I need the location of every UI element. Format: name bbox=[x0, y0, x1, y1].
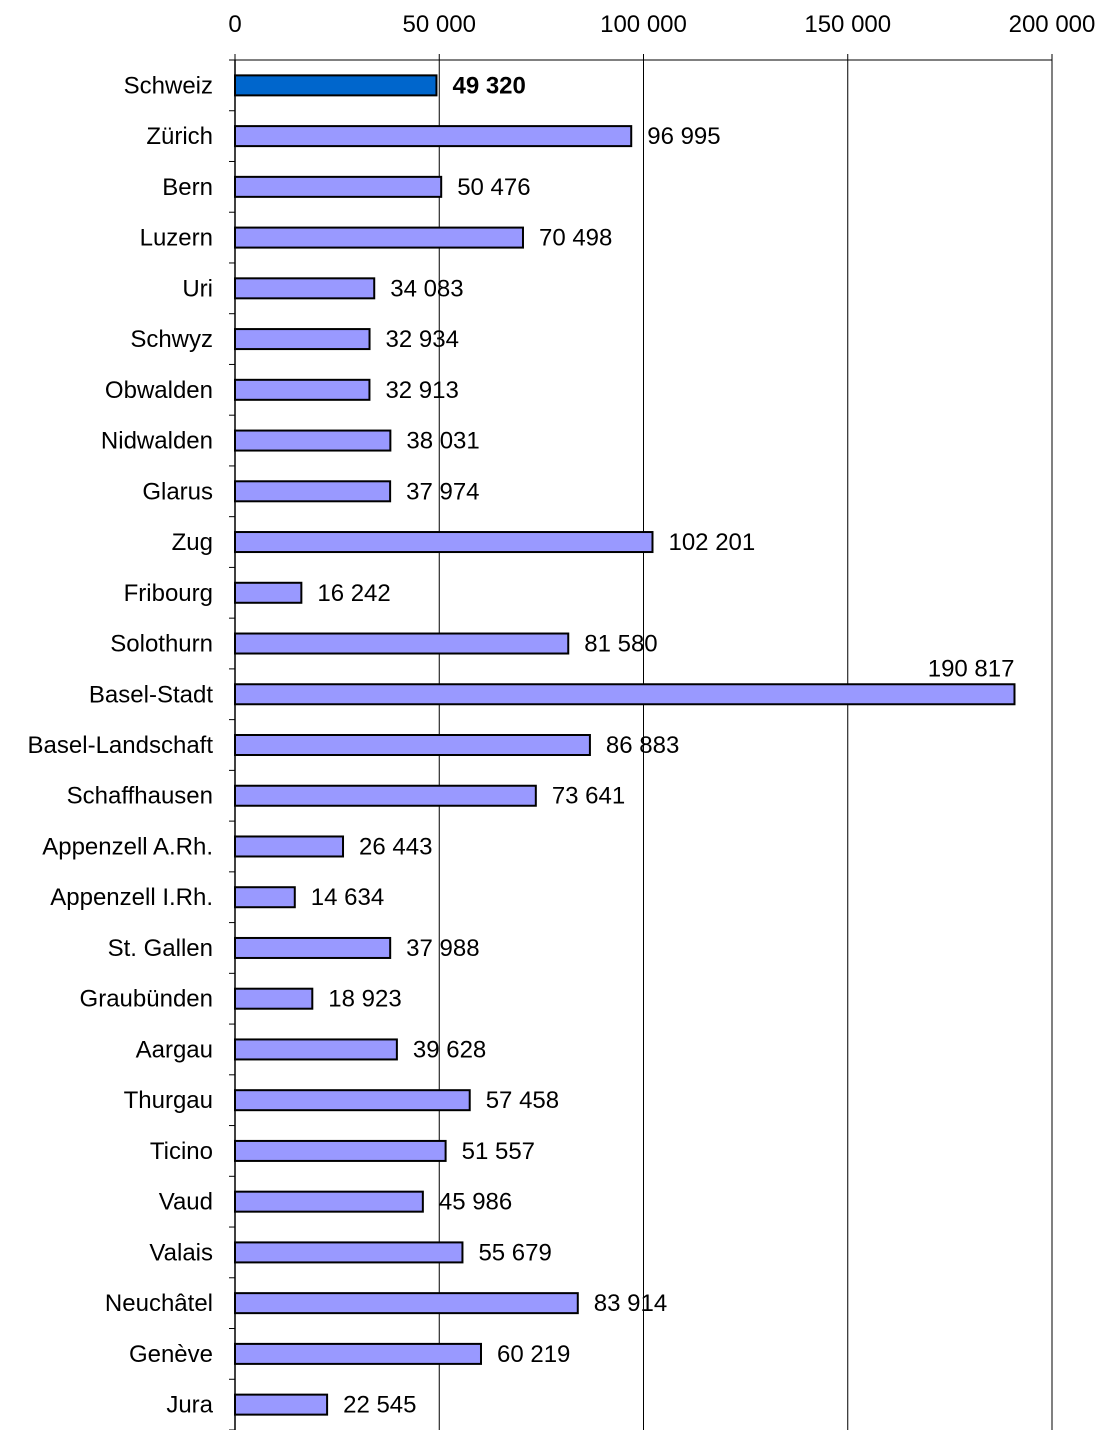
bar bbox=[234, 1342, 482, 1365]
x-tick-label: 0 bbox=[228, 11, 241, 38]
x-tick-label: 50 000 bbox=[403, 11, 476, 38]
bar bbox=[234, 328, 371, 351]
value-label: 57 458 bbox=[486, 1087, 559, 1114]
value-label: 32 934 bbox=[386, 326, 459, 353]
category-label: Bern bbox=[162, 174, 213, 201]
category-label: Zürich bbox=[146, 123, 213, 150]
bar bbox=[234, 531, 654, 554]
category-label: Genève bbox=[129, 1341, 213, 1368]
bar bbox=[234, 378, 371, 401]
bar bbox=[234, 175, 443, 198]
category-label: Appenzell I.Rh. bbox=[50, 884, 213, 911]
category-label: St. Gallen bbox=[108, 935, 213, 962]
value-label: 16 242 bbox=[317, 580, 390, 607]
category-label: Nidwalden bbox=[101, 428, 213, 455]
bar bbox=[234, 125, 633, 148]
category-label: Graubünden bbox=[80, 986, 213, 1013]
value-label: 39 628 bbox=[413, 1036, 486, 1063]
category-label: Obwalden bbox=[105, 377, 213, 404]
value-label: 26 443 bbox=[359, 833, 432, 860]
value-label: 37 988 bbox=[406, 935, 479, 962]
value-label: 60 219 bbox=[497, 1341, 570, 1368]
value-label: 70 498 bbox=[539, 225, 612, 252]
value-label: 38 031 bbox=[406, 428, 479, 455]
category-label: Zug bbox=[172, 529, 213, 556]
bar bbox=[234, 1292, 579, 1315]
value-label: 190 817 bbox=[928, 655, 1015, 682]
category-label: Schwyz bbox=[130, 326, 213, 353]
category-label: Thurgau bbox=[124, 1087, 213, 1114]
bar bbox=[234, 277, 376, 300]
bar bbox=[234, 784, 537, 807]
value-label: 96 995 bbox=[647, 123, 720, 150]
value-label: 32 913 bbox=[385, 377, 458, 404]
category-label: Fribourg bbox=[124, 580, 213, 607]
bar bbox=[234, 1089, 471, 1112]
bar bbox=[234, 632, 570, 655]
bar bbox=[234, 683, 1016, 706]
value-label: 55 679 bbox=[478, 1239, 551, 1266]
bar bbox=[234, 886, 296, 909]
bar bbox=[234, 1190, 424, 1213]
value-label: 50 476 bbox=[457, 174, 530, 201]
category-label: Valais bbox=[149, 1239, 213, 1266]
category-label: Solothurn bbox=[110, 631, 213, 658]
category-label: Appenzell A.Rh. bbox=[42, 833, 213, 860]
bar bbox=[234, 835, 345, 858]
bar bbox=[234, 1393, 329, 1416]
value-label: 18 923 bbox=[328, 986, 401, 1013]
bar bbox=[234, 226, 524, 249]
bar bbox=[234, 429, 392, 452]
labels-layer: 0 50 000 100 000 150 000 200 000 Schweiz 49 32… bbox=[28, 11, 1096, 1419]
bar bbox=[234, 987, 314, 1010]
category-label: Aargau bbox=[136, 1036, 213, 1063]
value-label: 102 201 bbox=[668, 529, 755, 556]
value-label: 83 914 bbox=[594, 1290, 667, 1317]
category-label: Schweiz bbox=[124, 72, 213, 99]
category-label: Uri bbox=[182, 275, 213, 302]
bar bbox=[234, 1139, 447, 1162]
x-tick-label: 150 000 bbox=[804, 11, 891, 38]
category-label: Basel-Stadt bbox=[89, 681, 213, 708]
value-label: 22 545 bbox=[343, 1392, 416, 1419]
category-label: Ticino bbox=[150, 1138, 213, 1165]
value-label: 73 641 bbox=[552, 783, 625, 810]
value-label: 86 883 bbox=[606, 732, 679, 759]
x-tick-label: 100 000 bbox=[600, 11, 687, 38]
value-label: 51 557 bbox=[462, 1138, 535, 1165]
bar bbox=[234, 581, 303, 604]
bar bbox=[234, 480, 392, 503]
value-label: 37 974 bbox=[406, 478, 479, 505]
value-label: 34 083 bbox=[390, 275, 463, 302]
category-label: Glarus bbox=[142, 478, 213, 505]
value-label: 45 986 bbox=[439, 1189, 512, 1216]
bar bbox=[234, 1241, 464, 1264]
category-label: Luzern bbox=[140, 225, 213, 252]
bar bbox=[234, 936, 392, 959]
bar bbox=[234, 1038, 398, 1061]
category-label: Basel-Landschaft bbox=[28, 732, 214, 759]
value-label: 14 634 bbox=[311, 884, 384, 911]
bars-layer bbox=[234, 74, 1016, 1416]
bar bbox=[234, 734, 591, 756]
axis-layer bbox=[229, 54, 1053, 1430]
bar bbox=[234, 74, 438, 97]
category-label: Neuchâtel bbox=[105, 1290, 213, 1317]
value-label: 81 580 bbox=[584, 631, 657, 658]
x-tick-label: 200 000 bbox=[1009, 11, 1096, 38]
category-label: Jura bbox=[166, 1392, 213, 1419]
category-label: Schaffhausen bbox=[67, 783, 213, 810]
value-label: 49 320 bbox=[452, 72, 525, 99]
category-label: Vaud bbox=[159, 1189, 213, 1216]
